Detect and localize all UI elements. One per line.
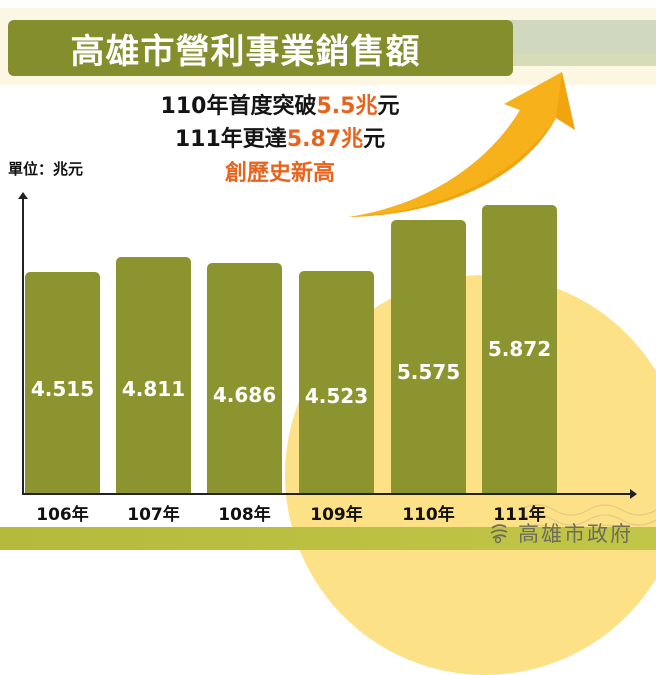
source-logo: 高雄市政府 xyxy=(488,518,633,548)
x-label-108: 108年 xyxy=(218,505,271,525)
bar-111: 5.872 xyxy=(482,205,557,494)
bar-value-label: 5.872 xyxy=(487,337,552,361)
x-label-106: 106年 xyxy=(36,505,89,525)
bar-106: 4.515 xyxy=(25,272,100,494)
x-label-109: 109年 xyxy=(310,505,363,525)
bar-value-label: 4.686 xyxy=(212,383,277,407)
bar-value-label: 4.811 xyxy=(121,377,186,401)
bar-value-label: 4.515 xyxy=(30,377,95,401)
x-axis xyxy=(22,493,632,495)
kaohsiung-city-logo-icon xyxy=(490,524,508,544)
source-logo-text: 高雄市政府 xyxy=(518,522,633,546)
x-axis-arrow-icon xyxy=(630,489,637,499)
headline-line-2: 111年更達5.87兆元 xyxy=(174,127,386,152)
headline-line-1: 110年首度突破5.5兆元 xyxy=(160,94,400,119)
chart-title: 高雄市營利事業銷售額 xyxy=(70,31,421,72)
x-label-111: 111年 xyxy=(493,505,546,525)
bar-107: 4.811 xyxy=(116,257,191,494)
title-bar: 高雄市營利事業銷售額 xyxy=(8,20,513,76)
bar-109: 4.523 xyxy=(299,271,374,494)
bar-108: 4.686 xyxy=(207,263,282,494)
bar-110: 5.575 xyxy=(391,220,466,494)
x-label-107: 107年 xyxy=(127,505,180,525)
unit-label: 單位：兆元 xyxy=(8,160,84,178)
bar-value-label: 4.523 xyxy=(304,384,369,408)
y-axis-arrow-icon xyxy=(18,192,28,199)
growth-arrow-icon xyxy=(348,72,575,217)
x-label-110: 110年 xyxy=(402,505,455,525)
bar-value-label: 5.575 xyxy=(396,360,461,384)
y-axis xyxy=(22,196,24,495)
headline-line-3: 創歷史新高 xyxy=(224,161,335,186)
